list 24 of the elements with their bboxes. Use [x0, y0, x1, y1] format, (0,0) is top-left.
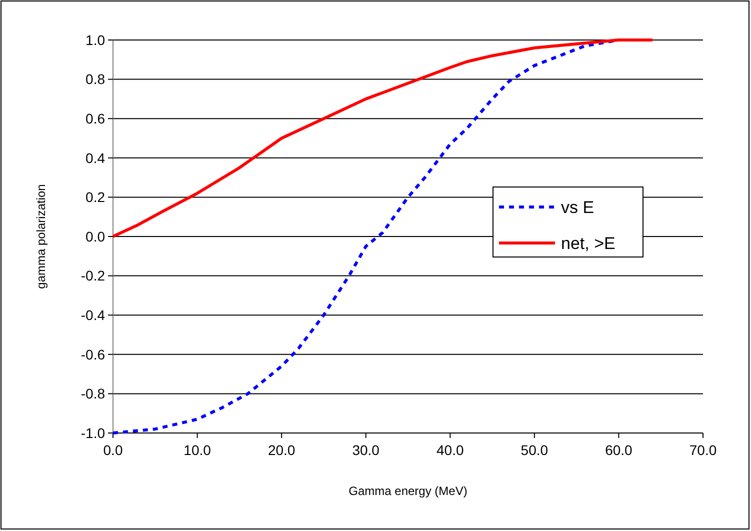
legend-label: net, >E — [561, 234, 616, 253]
y-tick-label: 0.8 — [86, 71, 106, 88]
y-tick-label: -1.0 — [80, 424, 106, 441]
y-tick-label: 0.4 — [86, 150, 106, 166]
x-tick-label: 60.0 — [605, 442, 633, 458]
y-tick-label: -0.8 — [80, 386, 106, 402]
line-series — [112, 38, 654, 238]
x-tick-label: 0.0 — [103, 442, 123, 458]
x-tick-label: 30.0 — [352, 442, 380, 458]
legend-label: vs E — [561, 198, 594, 217]
y-axis-title: gamma polarization — [34, 184, 48, 289]
y-tick-label: -0.6 — [80, 346, 106, 362]
x-tick-label: 70.0 — [689, 442, 717, 458]
x-tick-label: 40.0 — [436, 442, 464, 458]
x-tick-label: 20.0 — [268, 442, 296, 458]
y-tick-label: 0.6 — [86, 110, 106, 126]
x-tick-label: 10.0 — [184, 442, 212, 458]
y-tick-label: 0.2 — [86, 189, 106, 206]
x-axis-title: Gamma energy (MeV) — [348, 484, 468, 498]
x-tick-label: 50.0 — [520, 442, 548, 458]
y-tick-label: 0.0 — [86, 228, 106, 244]
y-tick-label: -0.4 — [80, 307, 106, 323]
y-tick-label: 1.0 — [86, 32, 106, 48]
y-tick-label: -0.2 — [80, 268, 106, 284]
